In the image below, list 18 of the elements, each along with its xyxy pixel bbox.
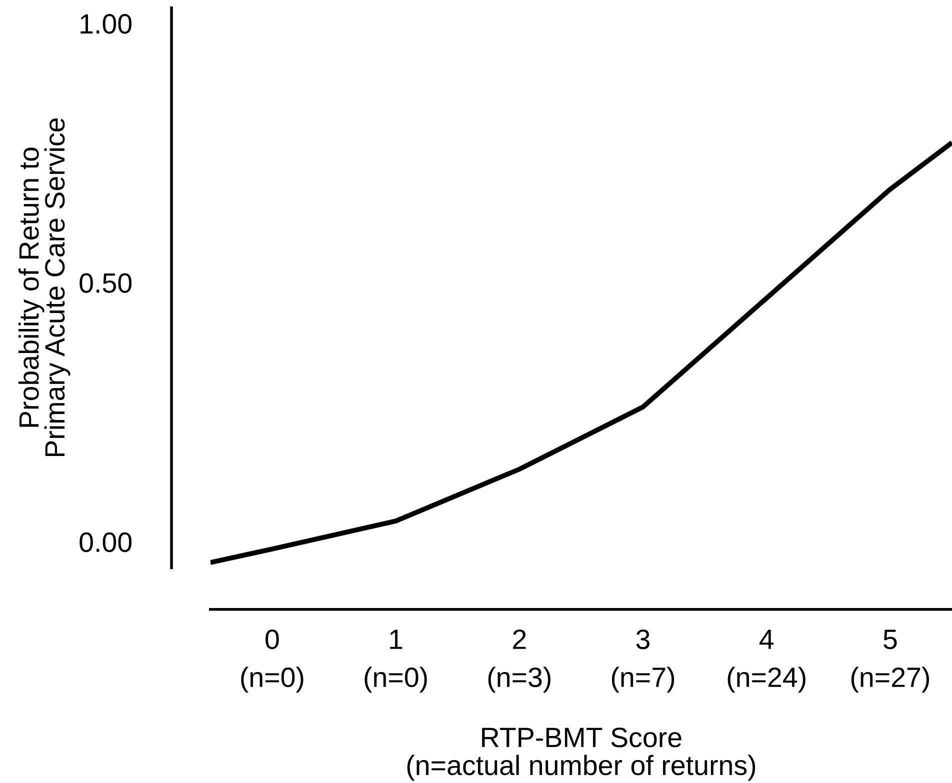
y-tick-label: 0.50 [80, 273, 132, 293]
x-tick-label: 5 [884, 630, 897, 650]
y-axis-title: Probability of Return to Primary Acute Care Service [18, 118, 70, 456]
x-tick-label: 1 [390, 630, 402, 649]
y-tick-label: 0.00 [80, 532, 132, 552]
text: (n=7) [612, 666, 674, 693]
text: (n=24) [728, 666, 806, 693]
text: (n=27) [851, 666, 930, 693]
x-tick-label: 3 [636, 630, 650, 650]
text: (n=0) [241, 666, 304, 693]
text: (n=0) [364, 666, 427, 693]
x-tick-label: 2 [513, 630, 526, 649]
x-axis-title: RTP-BMT Score (n=actual number of returns) [407, 728, 756, 781]
y-tick-label: 1.00 [80, 14, 132, 34]
x-tick-label: 4 [760, 630, 774, 649]
x-tick-label: 0 [266, 630, 279, 650]
text: (n=3) [488, 666, 550, 693]
line-series [210, 140, 952, 565]
